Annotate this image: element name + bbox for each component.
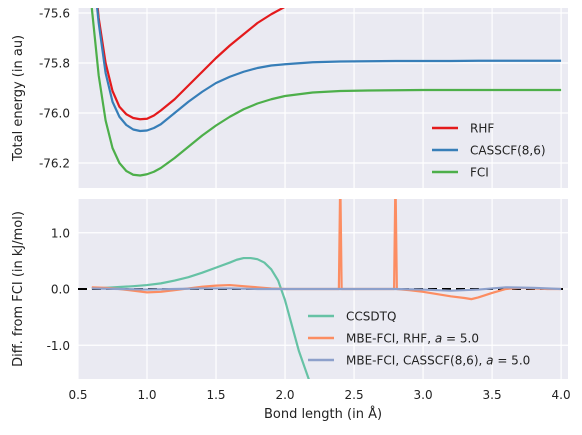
energy-panel-grid [77,8,568,188]
y-tick-label: -76.2 [39,157,70,171]
y-tick-label: -76.0 [39,107,70,121]
x-tick-label: 3.5 [483,388,502,402]
x-tick-labels: 0.5 1.0 1.5 2.0 2.5 3.0 3.5 4.0 [68,388,570,402]
y-tick-label: -1.0 [47,339,70,353]
x-tick-label: 4.0 [552,388,571,402]
series-line-fci [90,8,562,177]
energy-panel-background [78,8,568,188]
x-tick-label: 3.0 [414,388,433,402]
y-tick-label: 0.0 [51,283,70,297]
x-tick-label: 2.5 [345,388,364,402]
y-tick-label: -75.8 [39,57,70,71]
y-tick-label: -75.6 [39,7,70,21]
energy-series-group [90,8,562,177]
energy-panel: -75.6 -75.8 -76.0 -76.2 Total energy (in au… [11,7,568,188]
x-axis-label: Bond length (in Å) [264,406,382,422]
difference-panel: 1.0 0.0 -1.0 Diff. from FCI (in kJ/mol) CC… [11,199,568,379]
y-tick-label: 1.0 [51,226,70,240]
difference-y-axis-label: Diff. from FCI (in kJ/mol) [11,211,26,367]
legend-label-mbe-fci-rhf-a-5-0: MBE-FCI, RHF, a = 5.0 [346,332,479,346]
series-line-mbe-fci-casscf-8-6-a-5-0 [91,286,562,292]
series-line-rhf [96,8,286,121]
legend-label-mbe-fci-casscf-8-6-a-5-0: MBE-FCI, CASSCF(8,6), a = 5.0 [346,354,530,368]
series-line-casscf-8-6 [96,8,562,133]
x-tick-label: 0.5 [68,388,87,402]
x-tick-label: 1.5 [206,388,225,402]
difference-legend: CCSDTQ MBE-FCI, RHF, a = 5.0 MBE-FCI, CASS… [308,310,530,368]
energy-legend: RHF CASSCF(8,6) FCI [432,122,546,180]
x-tick-label: 2.0 [275,388,294,402]
x-tick-label: 1.0 [137,388,156,402]
legend-label-rhf: RHF [470,122,494,136]
legend-label-casscf-8-6: CASSCF(8,6) [470,144,546,158]
legend-label-fci: FCI [470,166,489,180]
energy-y-axis-label: Total energy (in au) [11,35,26,162]
energy-y-ticks: -75.6 -75.8 -76.0 -76.2 [39,7,70,171]
series-line-ccsdtq [91,256,310,379]
legend-label-ccsdtq: CCSDTQ [346,310,396,324]
difference-series-group [91,199,562,379]
difference-y-ticks: 1.0 0.0 -1.0 [47,226,70,353]
